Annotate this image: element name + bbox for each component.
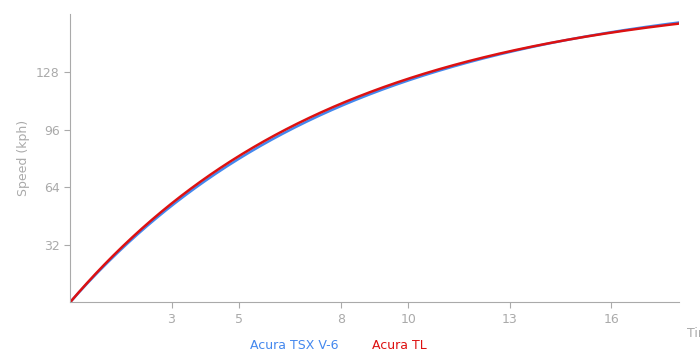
Text: Acura TSX V-6: Acura TSX V-6 <box>250 339 338 352</box>
Text: Acura TL: Acura TL <box>372 339 426 352</box>
Text: Time (s): Time (s) <box>687 327 700 341</box>
Y-axis label: Speed (kph): Speed (kph) <box>18 120 30 197</box>
